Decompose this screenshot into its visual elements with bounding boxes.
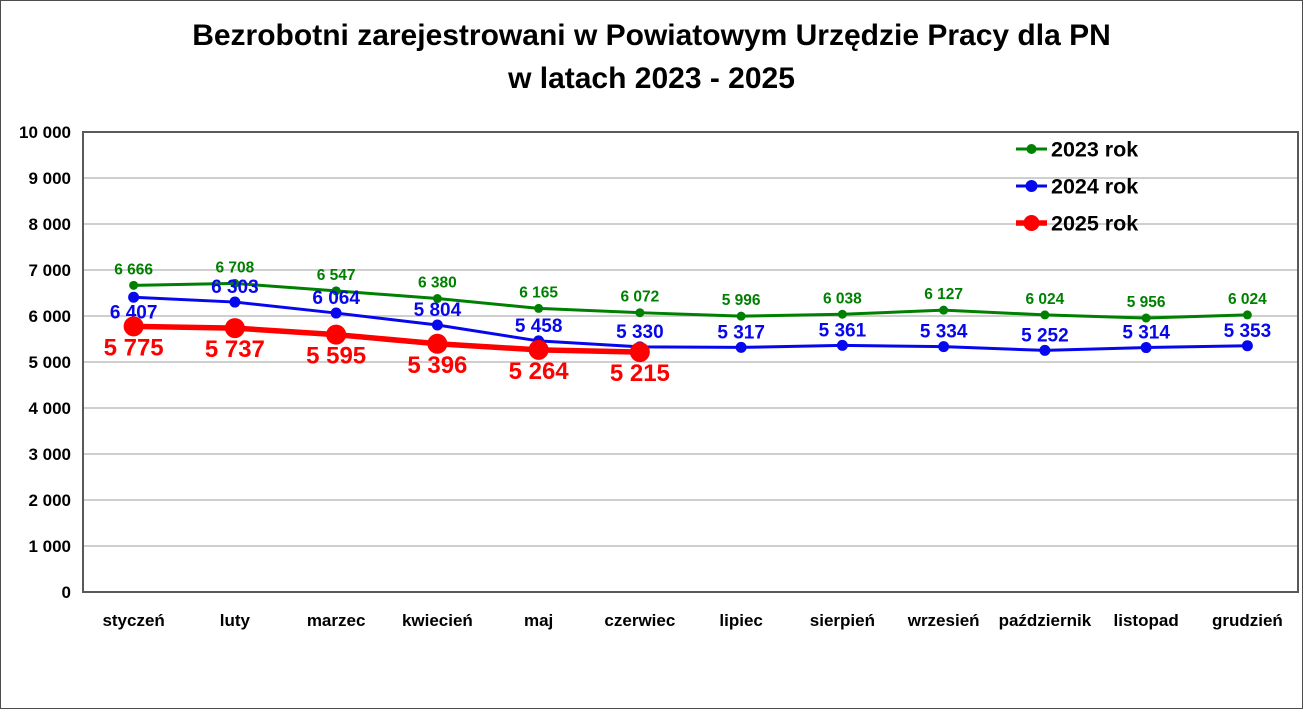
legend-label: 2024 rok — [1051, 175, 1138, 199]
data-point-marker — [629, 342, 650, 363]
data-point-label: 6 708 — [215, 259, 254, 276]
legend-marker — [1025, 180, 1038, 192]
x-axis-category-label: kwiecień — [402, 611, 473, 630]
data-point-marker — [129, 280, 139, 290]
data-point-marker — [128, 291, 140, 303]
series-line-2023-rok — [132, 281, 1249, 320]
x-axis-category-label: marzec — [307, 611, 366, 630]
x-axis-category-label: maj — [524, 611, 553, 630]
y-axis-tick-label: 5 000 — [28, 353, 71, 372]
y-axis-tick-label: 6 000 — [28, 307, 71, 326]
legend-item-2024-rok: 2024 rok — [1016, 175, 1138, 199]
x-axis-category-label: styczeń — [102, 611, 164, 630]
chart-title-line2: w latach 2023 - 2025 — [508, 62, 795, 95]
data-point-label: 5 396 — [407, 352, 467, 379]
x-axis-category-label: czerwiec — [604, 611, 675, 630]
data-point-label: 6 127 — [924, 286, 963, 303]
data-point-label: 6 407 — [110, 302, 158, 323]
data-point-marker — [836, 339, 848, 351]
x-axis-category-label: grudzień — [1212, 611, 1283, 630]
legend-label: 2023 rok — [1051, 138, 1138, 162]
legend-marker — [1023, 215, 1040, 231]
data-point-marker — [1241, 340, 1253, 352]
data-point-marker — [1039, 344, 1051, 356]
data-point-label: 6 303 — [211, 277, 259, 298]
legend-item-2023-rok: 2023 rok — [1016, 138, 1138, 162]
data-point-marker — [635, 308, 645, 318]
y-axis-tick-label: 7 000 — [28, 261, 71, 280]
plot-area-border — [82, 131, 1299, 593]
data-point-label: 6 666 — [114, 261, 153, 278]
data-point-marker — [123, 316, 144, 337]
data-point-label: 5 334 — [920, 322, 968, 343]
data-point-label: 6 380 — [418, 275, 457, 292]
y-axis-tick-label: 1 000 — [28, 537, 71, 556]
data-point-marker — [736, 311, 746, 321]
data-point-marker — [1141, 313, 1151, 323]
data-point-marker — [330, 307, 342, 319]
data-point-marker — [837, 309, 847, 319]
data-point-label: 5 361 — [819, 320, 867, 341]
data-point-label: 6 165 — [519, 284, 558, 301]
data-point-marker — [1040, 310, 1050, 320]
y-axis-tick-label: 8 000 — [28, 215, 71, 234]
x-axis-category-label: listopad — [1114, 611, 1179, 630]
y-axis-tick-label: 4 000 — [28, 399, 71, 418]
data-point-marker — [432, 294, 442, 304]
data-point-label: 6 064 — [312, 288, 360, 309]
data-point-label: 5 264 — [509, 358, 570, 385]
data-point-label: 6 547 — [317, 267, 356, 284]
chart-title: Bezrobotni zarejestrowani w Powiatowym U… — [1, 14, 1302, 100]
data-point-label: 5 956 — [1127, 294, 1166, 311]
y-axis-tick-label: 3 000 — [28, 445, 71, 464]
data-point-label: 5 252 — [1021, 325, 1069, 346]
data-point-label: 6 072 — [620, 289, 659, 306]
y-axis-tick-label: 2 000 — [28, 491, 71, 510]
data-point-label: 5 737 — [205, 336, 265, 363]
data-point-marker — [938, 341, 950, 353]
y-axis-tick-label: 10 000 — [19, 123, 71, 142]
x-axis-category-label: sierpień — [810, 611, 875, 630]
data-point-label: 6 024 — [1228, 291, 1267, 308]
data-point-marker — [230, 278, 240, 288]
data-point-marker — [735, 341, 747, 353]
data-point-label: 6 038 — [823, 290, 862, 307]
x-axis-category-label: wrzesień — [907, 611, 980, 630]
y-axis-tick-label: 9 000 — [28, 169, 71, 188]
data-point-marker — [939, 305, 949, 315]
x-axis-category-label: październik — [999, 611, 1092, 630]
data-point-label: 5 215 — [610, 360, 670, 387]
data-point-marker — [1140, 342, 1152, 354]
x-axis-category-label: lipiec — [719, 611, 762, 630]
data-point-label: 5 595 — [306, 343, 366, 370]
data-point-marker — [224, 318, 245, 339]
data-point-marker — [427, 333, 448, 354]
data-point-label: 5 804 — [414, 300, 462, 321]
data-point-label: 6 024 — [1025, 291, 1064, 308]
legend-label: 2025 rok — [1051, 212, 1138, 236]
data-point-marker — [534, 303, 544, 313]
data-point-label: 5 314 — [1122, 323, 1170, 344]
data-point-marker — [1242, 310, 1252, 320]
series-line-2025-rok — [130, 323, 643, 355]
chart-title-line1: Bezrobotni zarejestrowani w Powiatowym U… — [192, 19, 1111, 52]
series-line-2024-rok — [132, 295, 1249, 352]
y-axis-tick-label: 0 — [62, 583, 71, 602]
data-point-marker — [528, 339, 549, 360]
data-point-label: 5 458 — [515, 316, 563, 337]
data-point-label: 5 330 — [616, 322, 664, 343]
data-point-marker — [326, 324, 347, 345]
data-point-marker — [229, 296, 241, 308]
data-point-label: 5 775 — [104, 334, 164, 361]
data-point-label: 5 353 — [1224, 321, 1272, 342]
x-axis-category-label: luty — [220, 611, 251, 630]
data-point-marker — [331, 286, 341, 296]
data-point-label: 5 996 — [722, 292, 761, 309]
data-point-marker — [431, 319, 443, 331]
legend-marker — [1026, 144, 1037, 154]
legend-item-2025-rok: 2025 rok — [1016, 212, 1138, 236]
data-point-label: 5 317 — [717, 322, 765, 343]
